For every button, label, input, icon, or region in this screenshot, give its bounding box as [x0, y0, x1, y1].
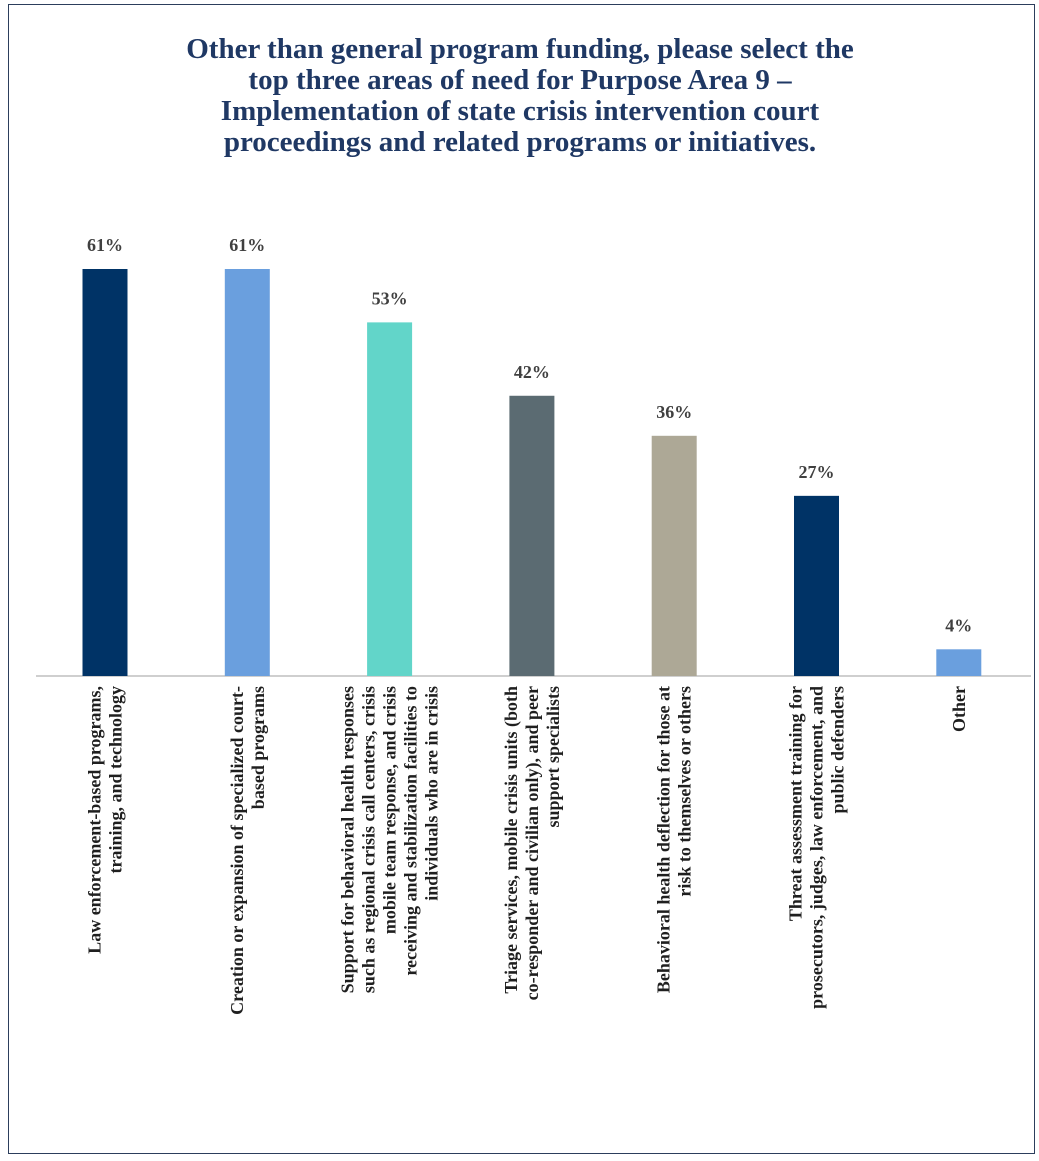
category-label-line: such as regional crisis call centers, cr… — [359, 686, 379, 993]
chart-title-line: top three areas of need for Purpose Area… — [248, 64, 792, 96]
bar — [936, 649, 982, 676]
category-label-line: individuals who are in crisis — [422, 686, 442, 901]
category-label-line: Support for behavioral health responses — [338, 686, 358, 993]
category-label: Law enforcement-based programs, training,… — [85, 686, 126, 954]
category-label-line: risk to themselves or others — [675, 686, 695, 897]
category-label: Triage services, mobile crisis units (bo… — [501, 686, 563, 1000]
category-label: Threat assessment training for prosecutor… — [786, 686, 848, 1009]
bar — [82, 269, 128, 676]
category-label-line: Triage services, mobile crisis units (bo… — [501, 686, 522, 994]
chart-title: Other than general program funding, plea… — [20, 34, 1020, 158]
data-label: 53% — [372, 288, 408, 308]
category-label: Behavioral health deflection for those a… — [654, 686, 695, 993]
bar — [651, 435, 697, 676]
chart-title-line: proceedings and related programs or init… — [223, 126, 817, 158]
category-label: Other — [949, 686, 969, 732]
category-label-line: Threat assessment training for — [786, 686, 806, 921]
chart-title-line: Other than general program funding, plea… — [186, 33, 854, 65]
category-label-line: based programs — [248, 686, 268, 809]
category-label-line: Other — [949, 686, 969, 732]
chart-title-line: Implementation of state crisis intervent… — [220, 95, 820, 127]
data-label: 61% — [229, 235, 265, 255]
category-label-line: Behavioral health deflection for those a… — [654, 686, 674, 993]
bar — [509, 395, 555, 676]
data-label: 4% — [945, 615, 972, 635]
category-label: Creation or expansion of specialized cou… — [227, 686, 268, 1015]
category-label-line: Creation or expansion of specialized cou… — [227, 686, 247, 1015]
category-label-line: support specialists — [543, 686, 563, 828]
category-label-line: mobile team response, and crisis — [380, 686, 400, 934]
category-label-line: training, and technology — [106, 686, 126, 874]
category-label-line: public defenders — [828, 686, 848, 814]
bar — [224, 269, 270, 676]
data-label: 42% — [514, 362, 550, 382]
bar — [794, 495, 839, 676]
bar — [367, 322, 413, 676]
category-label: Support for behavioral health responses s… — [338, 686, 442, 993]
category-label-line: Law enforcement-based programs, — [85, 686, 105, 954]
data-label: 36% — [656, 402, 692, 422]
category-label-line: prosecutors, judges, law enforcement, an… — [807, 686, 827, 1009]
data-label: 61% — [87, 235, 123, 255]
category-label-line: co-responder and civilian only), and pee… — [522, 686, 543, 1000]
data-label: 27% — [799, 462, 835, 482]
category-label-line: receiving and stabilization facilities t… — [401, 686, 421, 976]
